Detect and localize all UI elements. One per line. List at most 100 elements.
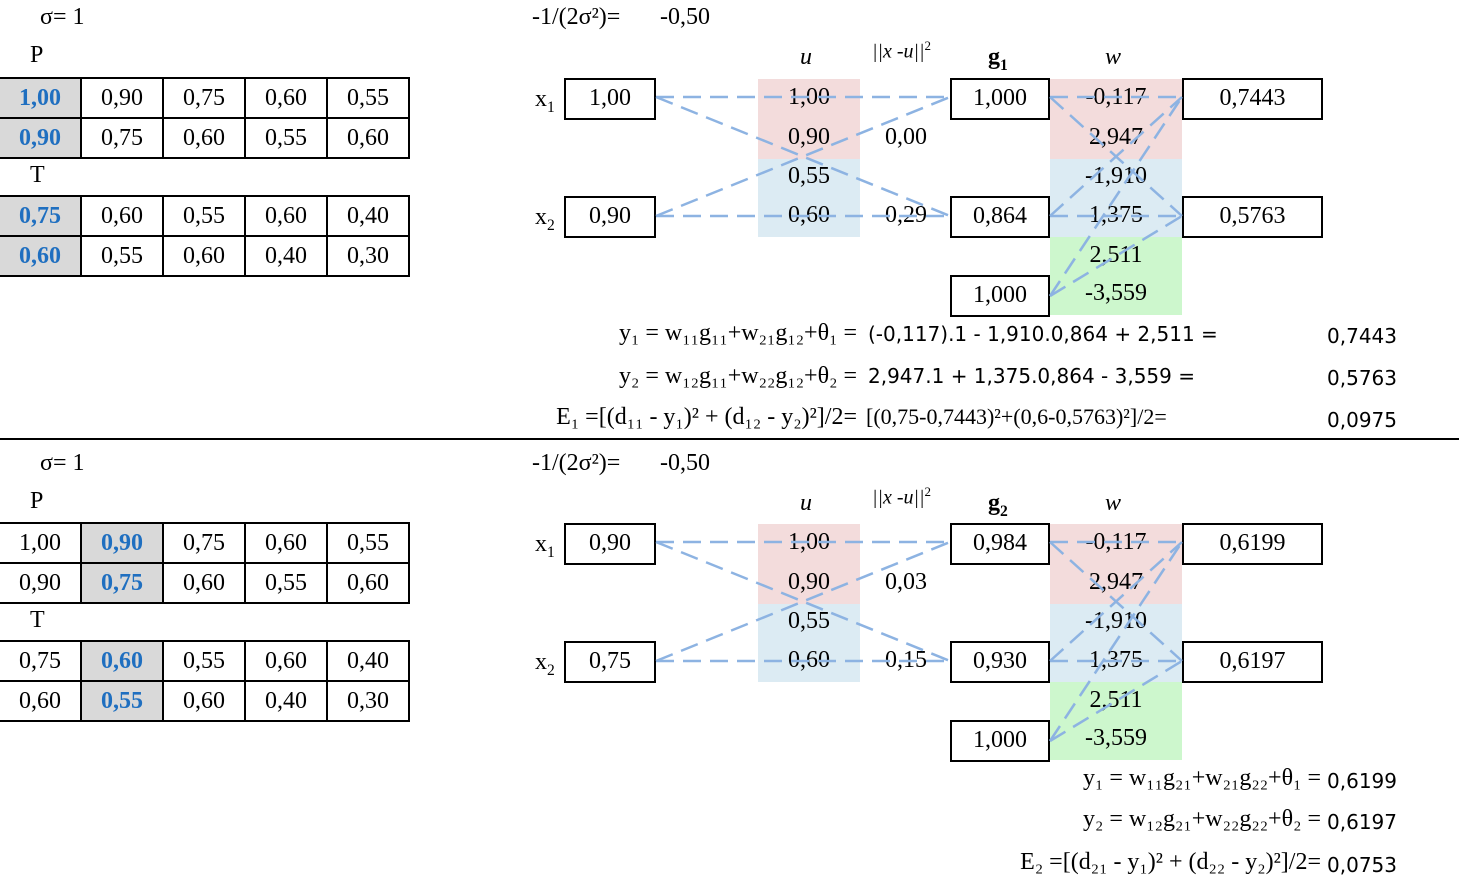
u-value: 0,55 — [788, 163, 830, 189]
w-row-3-bg — [1050, 682, 1182, 760]
u-header: u — [800, 490, 812, 516]
g-box: 0,984 — [950, 523, 1050, 565]
w-row-1-bg — [1050, 524, 1182, 604]
u-value: 0,90 — [788, 569, 830, 595]
y1-box: 0,7443 — [1182, 78, 1323, 120]
table-cell: 0,60 — [80, 640, 164, 682]
t-label: T — [30, 607, 45, 633]
table-cell: 0,40 — [244, 235, 328, 277]
w-header: w — [1105, 44, 1122, 70]
table-cell: 0,60 — [0, 235, 82, 277]
g-box: 0,930 — [950, 641, 1050, 683]
table-cell: 0,60 — [162, 562, 246, 604]
u-center-1-bg — [758, 524, 860, 604]
x1-label: x1 — [535, 531, 555, 561]
coef-label: -1/(2σ²)= — [532, 4, 621, 30]
table-cell: 0,55 — [162, 640, 246, 682]
u-center-1-bg — [758, 79, 860, 159]
eq-e1-rhs: [(0,75-0,7443)²+(0,6-0,5763)²]/2= — [866, 404, 1167, 429]
table-row: 0,90 0,75 0,60 0,55 0,60 — [0, 117, 410, 159]
table-row: 1,00 0,90 0,75 0,60 0,55 — [0, 77, 410, 119]
eq-y2-lhs: y₂ = w₁₂g₁₁+w₂₂g₁₂+θ₂ = — [619, 363, 857, 389]
table-row: 0,75 0,60 0,55 0,60 0,40 — [0, 195, 410, 237]
x1-box: 1,00 — [564, 78, 656, 120]
table-cell: 0,60 — [162, 117, 246, 159]
table-cell: 1,00 — [0, 77, 82, 119]
eq-y2-rhs: 2,947.1 + 1,375.0,864 - 3,559 = — [868, 364, 1195, 388]
table-cell: 0,60 — [244, 522, 328, 564]
table-cell: 0,30 — [326, 235, 410, 277]
p-table: 1,00 0,90 0,75 0,60 0,55 0,90 0,75 0,60 … — [0, 522, 410, 604]
coef-value: -0,50 — [660, 4, 710, 30]
eq-y1-lhs: y₁ = w₁₁g₁₁+w₂₁g₁₂+θ₁ = — [619, 320, 857, 346]
table-cell: 0,40 — [326, 640, 410, 682]
table-cell: 0,55 — [80, 235, 164, 277]
t-label: T — [30, 162, 45, 188]
table-cell: 0,60 — [244, 640, 328, 682]
w-header: w — [1105, 490, 1122, 516]
table-cell: 0,60 — [244, 195, 328, 237]
table-cell: 0,55 — [244, 117, 328, 159]
table-row: 0,90 0,75 0,60 0,55 0,60 — [0, 562, 410, 604]
table-cell: 0,75 — [0, 195, 82, 237]
table-cell: 0,75 — [80, 117, 164, 159]
eq-y2-lhs: y₂ = w₁₂g₂₁+w₂₂g₂₂+θ₂ = — [1083, 806, 1321, 832]
eq-y2-result: 0,5763 — [1327, 366, 1397, 390]
table-cell: 0,55 — [326, 522, 410, 564]
eq-e1-result: 0,0975 — [1327, 408, 1397, 432]
table-cell: 0,55 — [244, 562, 328, 604]
y1-box: 0,6199 — [1182, 523, 1323, 565]
table-cell: 0,75 — [162, 522, 246, 564]
table-cell: 0,55 — [162, 195, 246, 237]
eq-e1-lhs: E₁ =[(d₁₁ - y₁)² + (d₁₂ - y₂)²]/2= — [556, 404, 857, 430]
g-header: g2 — [988, 490, 1008, 520]
table-cell: 0,90 — [0, 117, 82, 159]
table-cell: 0,60 — [80, 195, 164, 237]
u-value: 0,90 — [788, 124, 830, 150]
table-cell: 0,60 — [326, 562, 410, 604]
sigma-label: σ= 1 — [40, 4, 85, 30]
table-cell: 0,75 — [80, 562, 164, 604]
dist-value: 0,03 — [885, 569, 927, 595]
coef-value: -0,50 — [660, 450, 710, 476]
w-row-3-bg — [1050, 237, 1182, 315]
t-table: 0,75 0,60 0,55 0,60 0,40 0,60 0,55 0,60 … — [0, 640, 410, 722]
dist-value: 0,00 — [885, 124, 927, 150]
table-cell: 1,00 — [0, 522, 82, 564]
x1-box: 0,90 — [564, 523, 656, 565]
table-cell: 0,30 — [326, 680, 410, 722]
table-row: 1,00 0,90 0,75 0,60 0,55 — [0, 522, 410, 564]
p-label: P — [30, 42, 44, 68]
x1-label: x1 — [535, 86, 555, 116]
table-cell: 0,75 — [162, 77, 246, 119]
table-cell: 0,60 — [162, 680, 246, 722]
table-cell: 0,90 — [80, 522, 164, 564]
x2-label: x2 — [535, 649, 555, 679]
table-cell: 0,55 — [326, 77, 410, 119]
dist-header: ||x -u||2 — [872, 484, 932, 509]
w-value: -3,559 — [1085, 725, 1147, 751]
sigma-label: σ= 1 — [40, 450, 85, 476]
table-cell: 0,40 — [326, 195, 410, 237]
w-value: 2,947 — [1089, 124, 1143, 150]
x2-box: 0,75 — [564, 641, 656, 683]
g-header: g1 — [988, 44, 1008, 74]
p-label: P — [30, 488, 44, 514]
section-divider — [0, 438, 1459, 440]
eq-y2-result: 0,6197 — [1327, 810, 1397, 834]
table-cell: 0,60 — [244, 77, 328, 119]
g-box: 1,000 — [950, 78, 1050, 120]
p-table: 1,00 0,90 0,75 0,60 0,55 0,90 0,75 0,60 … — [0, 77, 410, 159]
g-box: 0,864 — [950, 196, 1050, 238]
eq-y1-result: 0,6199 — [1327, 769, 1397, 793]
table-cell: 0,75 — [0, 640, 82, 682]
eq-e2-lhs: E₂ =[(d₂₁ - y₁)² + (d₂₂ - y₂)²]/2= — [1020, 849, 1321, 875]
eq-y1-result: 0,7443 — [1327, 324, 1397, 348]
dist-header: ||x -u||2 — [872, 38, 932, 63]
g-bias-box: 1,000 — [950, 720, 1050, 762]
table-cell: 0,90 — [0, 562, 82, 604]
table-row: 0,60 0,55 0,60 0,40 0,30 — [0, 680, 410, 722]
y2-box: 0,6197 — [1182, 641, 1323, 683]
table-cell: 0,60 — [326, 117, 410, 159]
